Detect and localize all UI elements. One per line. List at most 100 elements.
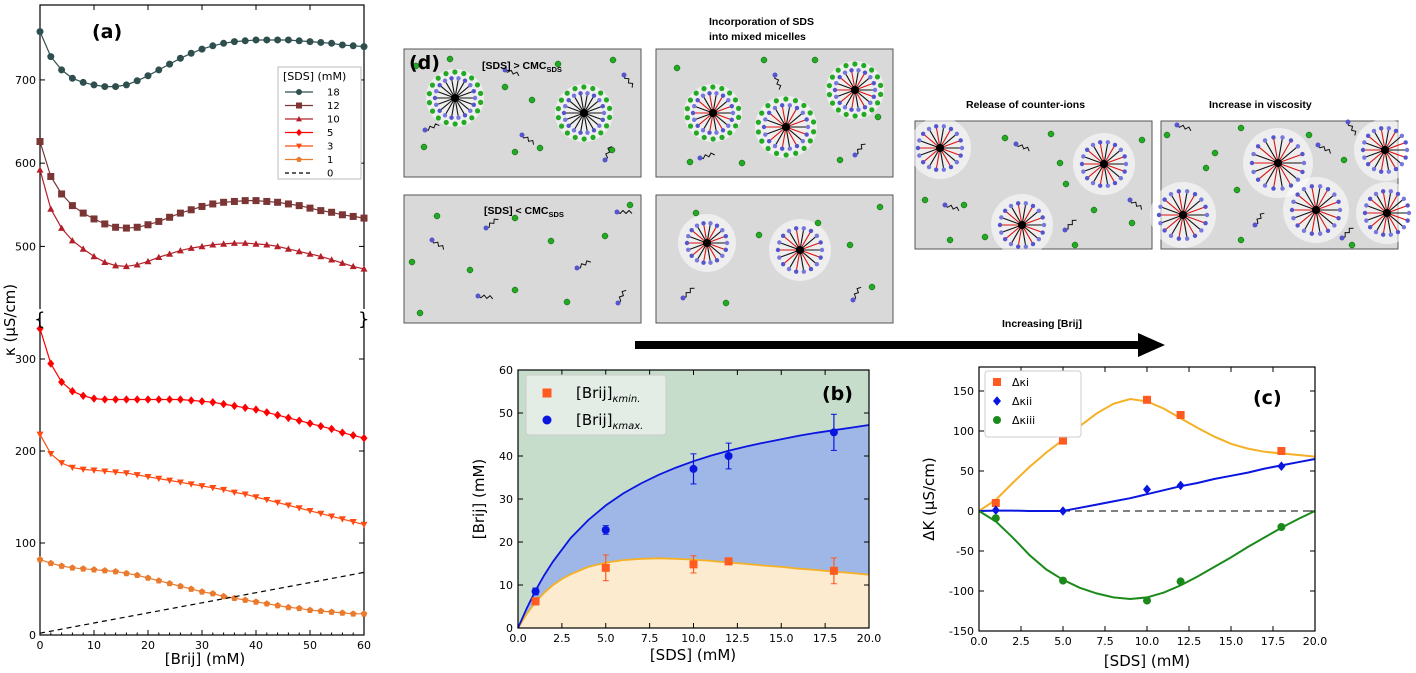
sds-head-icon [502,67,508,73]
micelle-counter-ion-icon [598,90,604,96]
panel-a-line-sds-3 [39,434,365,526]
panel-c-label: (c) [1253,387,1282,409]
panel-c-xtick-label: 0.0 [970,635,988,648]
panel-a-point-sds-1 [177,582,184,590]
panel-a-point-sds-18 [230,38,238,46]
micelle-head-icon [1364,203,1369,208]
sds-head-icon [1127,197,1133,203]
caption-above-cmc-text: [SDS] > CMC [482,60,547,72]
panel-a-legend-box [277,66,362,180]
micelle-head-icon [1301,160,1307,166]
panel-a-point-sds-18 [306,38,314,46]
micelle-counter-ion-icon [469,75,475,81]
sds-head-icon [475,293,481,299]
micelle-head-icon [689,227,694,233]
micelle-head-icon [804,117,809,122]
micelle-counter-ion-icon [826,83,832,89]
micelle-counter-ion-icon [810,129,817,135]
panel-b-legend-kmax-base: [Brij] [576,411,613,429]
panel-a-point-sds-10 [133,261,141,268]
panel-a-point-sds-5 [47,359,55,368]
sds-tail-icon [623,74,634,88]
micelle-head-icon [1364,218,1369,223]
micelle-head-icon [432,95,438,101]
panel-c-xtick-label: 10.0 [1135,635,1160,648]
micelle-tail-icon [1160,214,1184,224]
counter-ion-icon [921,196,929,204]
counter-ion-icon [673,64,681,72]
panel-a-series [36,28,368,634]
panel-a-point-sds-18 [155,66,163,74]
micelle-tail-icon [1293,209,1317,219]
micelle-head-icon [1192,233,1198,238]
caption-above-cmc: [SDS] > CMCSDS [482,60,562,74]
caption-incorporation-line-1: Incorporation of SDS [709,16,814,28]
micelle-head-icon [849,68,854,73]
panel-b-xlabel: [SDS] (mM) [650,646,736,664]
micelle-head-icon [434,88,439,94]
micelle-head-icon [819,247,825,253]
counter-ion-icon [433,212,441,220]
caption-below-cmc-sub: SDS [548,210,563,219]
counter-ion-icon [1090,206,1098,214]
micelle-head-icon [1291,216,1296,221]
counter-ion-icon [1138,136,1146,144]
micelle-head-icon [1158,221,1163,226]
panel-b-xtick-label: 12.5 [725,632,750,645]
micelle-head-icon [1112,142,1118,148]
micelle-tail-icon [1178,191,1184,216]
micelle-head-icon [1203,204,1208,209]
panel-b-xtick-label: 20.0 [857,632,882,645]
panel-a-point-sds-18 [252,36,260,44]
panel-c-point [1059,576,1067,585]
counter-ion-icon [554,60,562,68]
micelle-head-icon [1380,232,1386,237]
micelle-head-icon [800,138,806,144]
panel-a-point-sds-18 [338,41,346,49]
panel-b-point-kmin [689,560,698,569]
micelle-head-icon [1371,128,1377,134]
micelle-tail-icon [1182,214,1188,239]
panel-a-point-sds-10 [349,262,357,270]
micelle-tail-icon [1315,186,1321,211]
micelle-core-icon [709,109,717,117]
micelle-head-icon [1404,147,1410,153]
micelle-head-icon [1084,147,1090,153]
micelle-head-icon [1097,140,1103,145]
sds-tail-icon [699,152,716,160]
panel-a-point-sds-18 [284,36,292,44]
panel-a-point-sds-3 [230,489,238,496]
micelle-head-icon [591,93,597,98]
panel-a-point-sds-10 [317,252,325,260]
panel-b-point-kmax [531,587,540,596]
panel-a-point-sds-1 [295,604,303,612]
micelle-head-icon [686,233,691,239]
micelle-head-icon [814,261,820,267]
panel-a-point-sds-10 [209,241,217,248]
panel-a-point-sds-12 [101,220,109,228]
panel-a-point-sds-1 [79,565,87,572]
sds-head-icon [1062,227,1068,233]
panel-c-point [1176,577,1185,586]
panel-a-point-sds-1 [306,606,314,613]
panel-a-point-sds-18 [133,77,141,85]
micelle-head-icon [1405,203,1410,208]
micelle-counter-ion-icon [478,99,484,105]
counter-ion-icon [981,233,989,241]
panel-a-point-sds-18 [144,72,152,80]
micelle-tail-icon [1182,191,1188,216]
micelle-head-icon [1271,186,1276,191]
micelle-head-icon [720,253,725,259]
micelle-head-icon [1373,191,1379,197]
panel-a-label: (a) [92,21,122,43]
sds-tail-icon [617,289,627,304]
panel-a-legend-marker [296,89,302,95]
micelle-tail-icon [1277,137,1284,164]
panel-a-point-sds-12 [349,212,357,220]
panel-c-xtick-label: 5.0 [1054,635,1072,648]
micelle-tail-icon [1182,214,1206,224]
panel-a-point-sds-3 [209,485,217,492]
sds-tail-icon [1176,124,1192,132]
sds-head-icon [852,152,858,158]
panel-a-point-sds-3 [328,513,336,520]
